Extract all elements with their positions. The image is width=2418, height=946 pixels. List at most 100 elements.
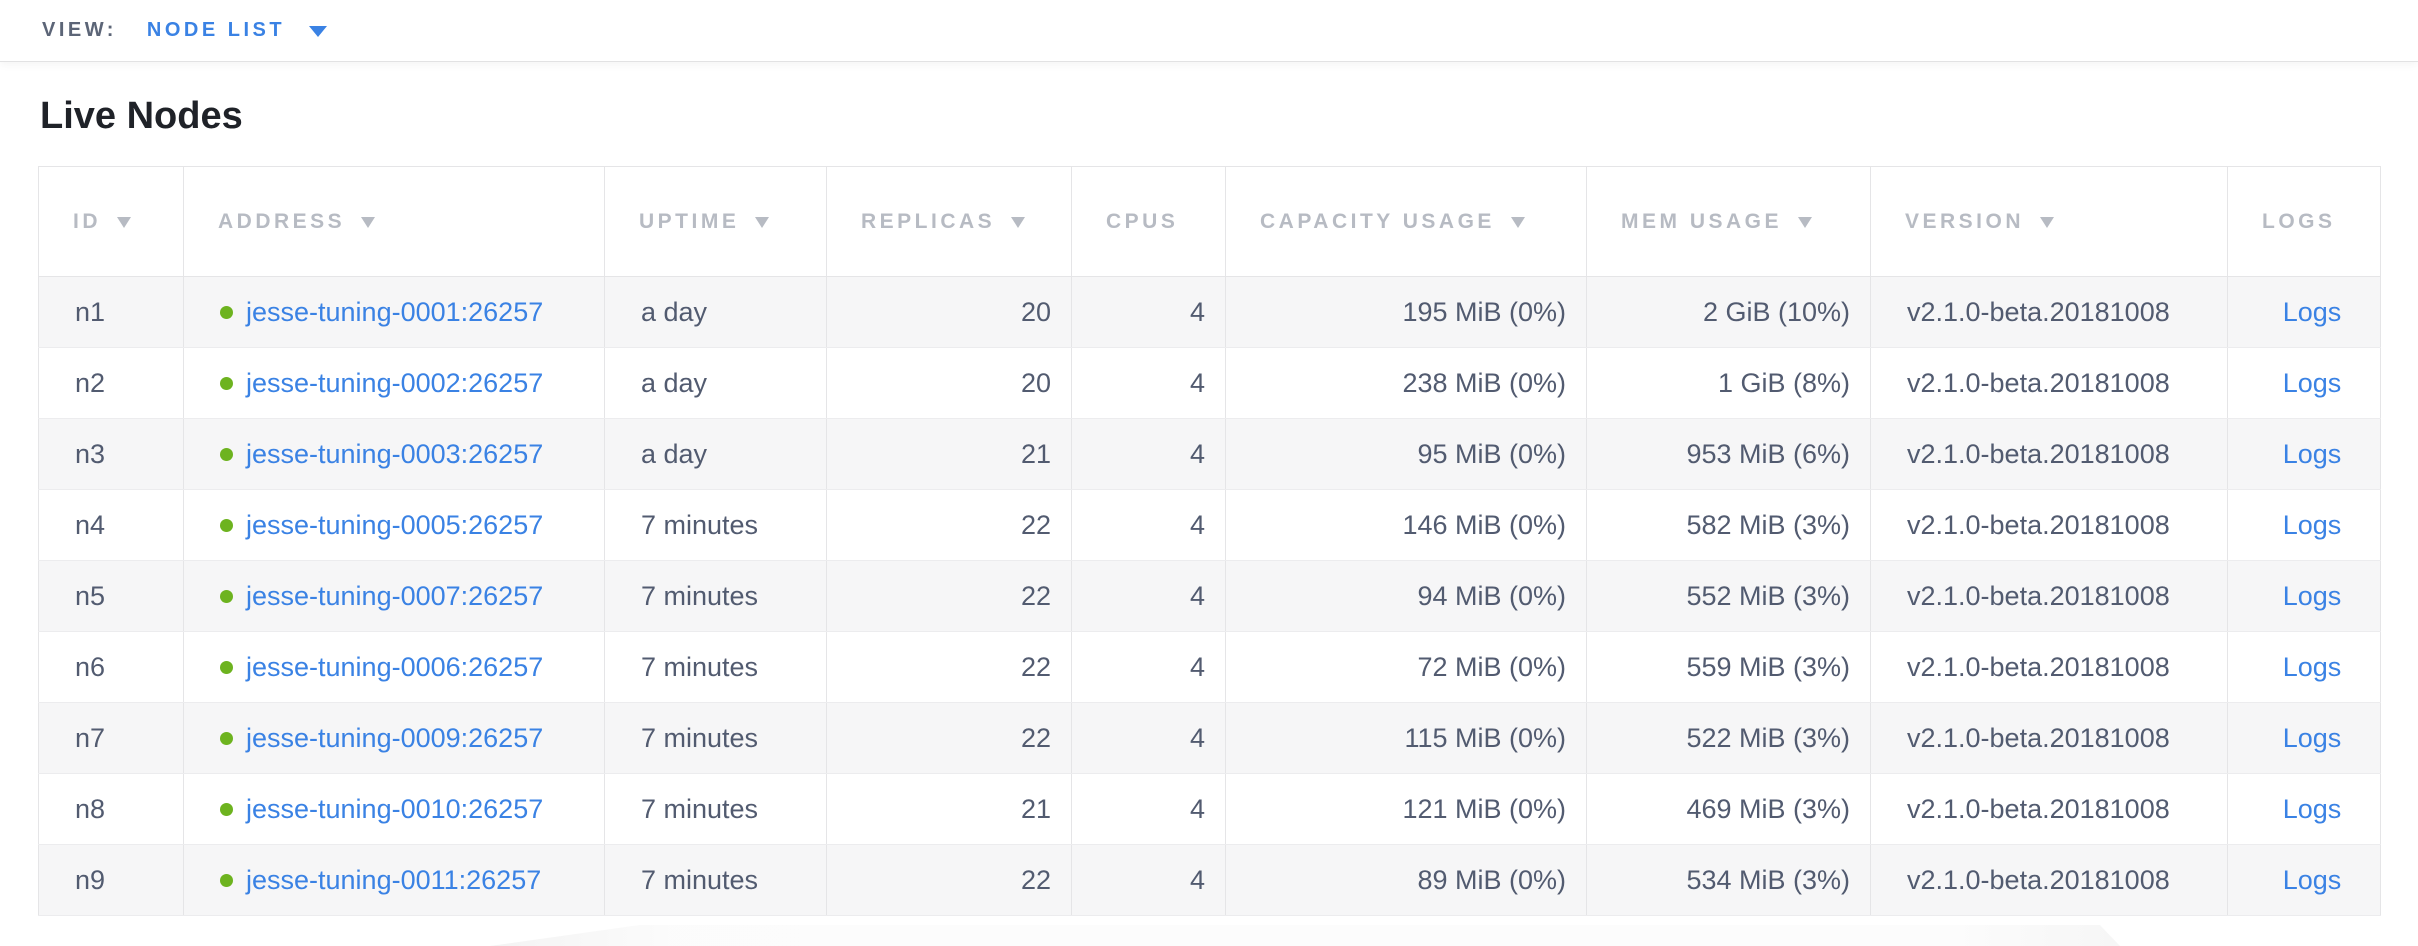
- node-logs-link[interactable]: Logs: [2282, 509, 2342, 540]
- sort-desc-icon: [117, 216, 131, 228]
- node-capacity-usage-cell: 89 MiB (0%): [1225, 844, 1587, 916]
- node-address-link[interactable]: jesse-tuning-0006:26257: [246, 651, 544, 682]
- table-row: n7 jesse-tuning-0009:26257 7 minutes 22 …: [38, 702, 2381, 774]
- node-address-cell: jesse-tuning-0006:26257: [183, 631, 605, 703]
- node-replicas-cell: 22: [826, 631, 1072, 703]
- node-uptime-cell: 7 minutes: [604, 773, 827, 845]
- node-address-cell: jesse-tuning-0009:26257: [183, 702, 605, 774]
- node-address-cell: jesse-tuning-0007:26257: [183, 560, 605, 632]
- column-header[interactable]: UPTIME: [604, 166, 827, 277]
- column-header[interactable]: LOGS: [2227, 166, 2381, 277]
- node-address-link[interactable]: jesse-tuning-0009:26257: [246, 722, 544, 753]
- table-row: n2 jesse-tuning-0002:26257 a day 20 4 23…: [38, 347, 2381, 419]
- node-logs-link[interactable]: Logs: [2282, 438, 2342, 469]
- node-live-status-icon: [220, 873, 233, 887]
- node-replicas-cell: 22: [826, 844, 1072, 916]
- node-version-cell: v2.1.0-beta.20181008: [1870, 276, 2228, 348]
- column-header[interactable]: REPLICAS: [826, 166, 1072, 277]
- table-row: n9 jesse-tuning-0011:26257 7 minutes 22 …: [38, 844, 2381, 916]
- node-address-link[interactable]: jesse-tuning-0002:26257: [246, 367, 544, 398]
- node-live-status-icon: [220, 660, 233, 674]
- node-replicas-cell: 20: [826, 347, 1072, 419]
- node-logs-cell: Logs: [2227, 773, 2381, 845]
- sort-desc-icon: [1510, 216, 1525, 228]
- node-mem-usage-cell: 469 MiB (3%): [1586, 773, 1871, 845]
- node-version-cell: v2.1.0-beta.20181008: [1870, 489, 2228, 561]
- node-mem-usage-cell: 552 MiB (3%): [1586, 560, 1871, 632]
- column-header-label: ID: [73, 209, 101, 233]
- node-replicas-cell: 22: [826, 489, 1072, 561]
- node-live-status-icon: [220, 447, 233, 461]
- node-logs-cell: Logs: [2227, 844, 2381, 916]
- table-row: n4 jesse-tuning-0005:26257 7 minutes 22 …: [38, 489, 2381, 561]
- node-replicas-cell: 20: [826, 276, 1072, 348]
- node-address-link[interactable]: jesse-tuning-0005:26257: [246, 509, 544, 540]
- node-address-link[interactable]: jesse-tuning-0001:26257: [246, 296, 544, 327]
- node-version-cell: v2.1.0-beta.20181008: [1870, 844, 2228, 916]
- node-address-link[interactable]: jesse-tuning-0010:26257: [246, 793, 544, 824]
- node-version-cell: v2.1.0-beta.20181008: [1870, 560, 2228, 632]
- node-logs-cell: Logs: [2227, 347, 2381, 419]
- node-mem-usage-cell: 953 MiB (6%): [1586, 418, 1871, 490]
- node-mem-usage-cell: 582 MiB (3%): [1586, 489, 1871, 561]
- node-cpus-cell: 4: [1071, 702, 1226, 774]
- chevron-down-icon: [309, 26, 328, 37]
- column-header[interactable]: MEM USAGE: [1586, 166, 1871, 277]
- node-id-cell: n3: [38, 418, 184, 490]
- node-logs-link[interactable]: Logs: [2282, 296, 2342, 327]
- column-header[interactable]: VERSION: [1870, 166, 2228, 277]
- table-row: n3 jesse-tuning-0003:26257 a day 21 4 95…: [38, 418, 2381, 490]
- view-selector-dropdown[interactable]: NODE LIST: [146, 19, 328, 42]
- table-header-row: ID ADDRESS UPTIME REPLICAS CPUS CAPACITY…: [38, 166, 2381, 277]
- node-uptime-cell: a day: [604, 418, 827, 490]
- node-live-status-icon: [220, 802, 233, 816]
- node-mem-usage-cell: 1 GiB (8%): [1586, 347, 1871, 419]
- table-row: n8 jesse-tuning-0010:26257 7 minutes 21 …: [38, 773, 2381, 845]
- node-id-cell: n1: [38, 276, 184, 348]
- node-replicas-cell: 22: [826, 702, 1072, 774]
- node-mem-usage-cell: 534 MiB (3%): [1586, 844, 1871, 916]
- node-id-cell: n2: [38, 347, 184, 419]
- node-uptime-cell: a day: [604, 347, 827, 419]
- column-header-label: REPLICAS: [861, 209, 996, 233]
- node-address-link[interactable]: jesse-tuning-0003:26257: [246, 438, 544, 469]
- node-cpus-cell: 4: [1071, 560, 1226, 632]
- node-address-cell: jesse-tuning-0001:26257: [183, 276, 605, 348]
- sort-desc-icon: [1011, 216, 1026, 228]
- node-live-status-icon: [220, 731, 233, 745]
- column-header-label: ADDRESS: [218, 209, 346, 233]
- node-replicas-cell: 22: [826, 560, 1072, 632]
- page-title: Live Nodes: [40, 95, 243, 137]
- column-header[interactable]: CAPACITY USAGE: [1225, 166, 1587, 277]
- node-cpus-cell: 4: [1071, 347, 1226, 419]
- node-live-status-icon: [220, 376, 233, 390]
- node-logs-link[interactable]: Logs: [2282, 367, 2342, 398]
- column-header-label: VERSION: [1905, 209, 2025, 233]
- node-mem-usage-cell: 2 GiB (10%): [1586, 276, 1871, 348]
- node-address-cell: jesse-tuning-0003:26257: [183, 418, 605, 490]
- node-address-cell: jesse-tuning-0005:26257: [183, 489, 605, 561]
- node-live-status-icon: [220, 589, 233, 603]
- node-id-cell: n6: [38, 631, 184, 703]
- live-nodes-section: Live Nodes ID ADDRESS UPTIME REPLICAS CP…: [0, 94, 2418, 916]
- node-id-cell: n4: [38, 489, 184, 561]
- node-address-link[interactable]: jesse-tuning-0007:26257: [246, 580, 544, 611]
- node-logs-link[interactable]: Logs: [2282, 580, 2342, 611]
- column-header[interactable]: ADDRESS: [183, 166, 605, 277]
- node-logs-link[interactable]: Logs: [2282, 722, 2342, 753]
- column-header[interactable]: ID: [38, 166, 184, 277]
- node-address-link[interactable]: jesse-tuning-0011:26257: [246, 864, 542, 895]
- node-uptime-cell: 7 minutes: [604, 702, 827, 774]
- column-header[interactable]: CPUS: [1071, 166, 1226, 277]
- node-live-status-icon: [220, 518, 233, 532]
- column-header-label: CPUS: [1106, 209, 1179, 233]
- table-row: n1 jesse-tuning-0001:26257 a day 20 4 19…: [38, 276, 2381, 348]
- node-capacity-usage-cell: 121 MiB (0%): [1225, 773, 1587, 845]
- node-replicas-cell: 21: [826, 773, 1072, 845]
- node-address-cell: jesse-tuning-0011:26257: [183, 844, 605, 916]
- node-logs-link[interactable]: Logs: [2282, 651, 2342, 682]
- view-selected-value: NODE LIST: [146, 19, 286, 41]
- node-logs-link[interactable]: Logs: [2282, 793, 2342, 824]
- node-cpus-cell: 4: [1071, 631, 1226, 703]
- node-logs-link[interactable]: Logs: [2282, 864, 2342, 895]
